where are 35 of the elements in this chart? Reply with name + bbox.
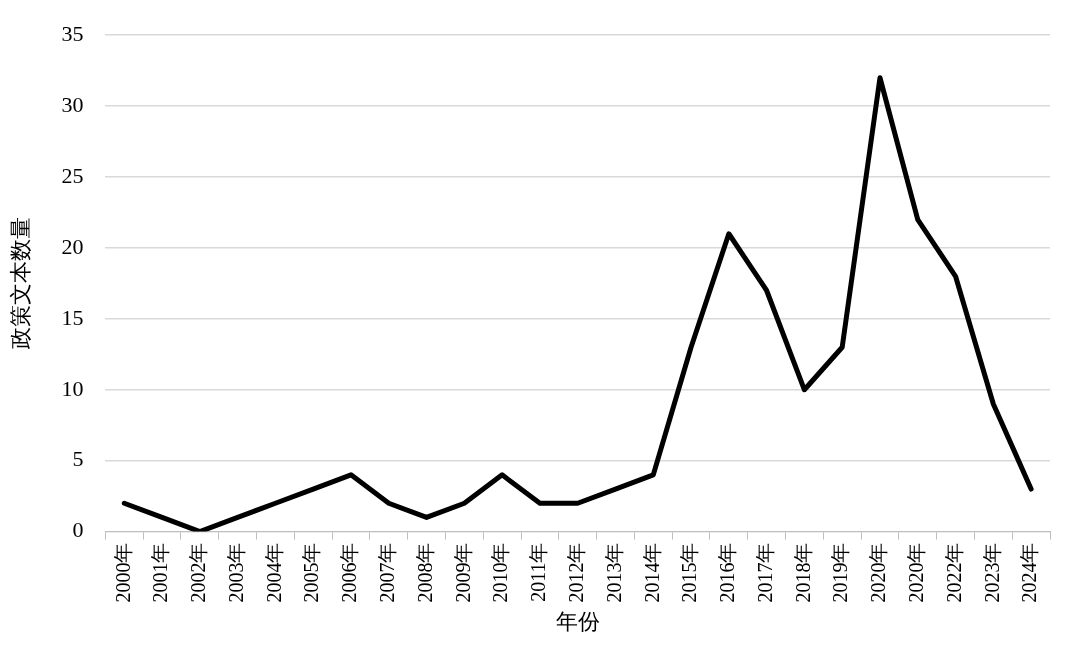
x-tick-label: 2024年 bbox=[1018, 542, 1041, 603]
y-tick-label: 20 bbox=[61, 233, 84, 259]
x-tick-label: 2000年 bbox=[111, 542, 134, 603]
x-tick-label: 2007年 bbox=[376, 542, 399, 603]
x-tick-label: 2023年 bbox=[980, 542, 1003, 603]
x-tick-label: 2010年 bbox=[489, 542, 512, 603]
x-tick-label: 2020年 bbox=[905, 542, 928, 603]
x-tick-label: 2015年 bbox=[678, 542, 701, 603]
x-tick-label: 2006年 bbox=[338, 542, 361, 603]
x-tick-label: 2019年 bbox=[829, 542, 852, 603]
y-tick-label: 5 bbox=[72, 446, 84, 472]
x-tick-label: 2012年 bbox=[564, 542, 587, 603]
y-tick-label: 30 bbox=[61, 91, 84, 117]
x-tick-label: 2016年 bbox=[716, 542, 739, 603]
x-tick-label: 2004年 bbox=[262, 542, 285, 603]
x-tick-label: 2011年 bbox=[527, 542, 550, 602]
y-axis-title: 政策文本数量 bbox=[7, 217, 33, 350]
y-tick-label: 25 bbox=[61, 162, 84, 188]
x-tick-label: 2002年 bbox=[187, 542, 210, 603]
x-tick-label: 2001年 bbox=[149, 542, 172, 603]
y-tick-label: 10 bbox=[61, 375, 84, 401]
x-tick-label: 2005年 bbox=[300, 542, 323, 603]
y-tick-label: 15 bbox=[61, 304, 84, 330]
y-tick-label: 0 bbox=[72, 517, 84, 543]
x-tick-label: 2022年 bbox=[942, 542, 965, 603]
x-axis-title: 年份 bbox=[555, 608, 600, 634]
x-tick-label: 2003年 bbox=[224, 542, 247, 603]
x-tick-label: 2013年 bbox=[602, 542, 625, 603]
x-tick-label: 2017年 bbox=[753, 542, 776, 603]
x-tick-label: 2020年 bbox=[867, 542, 890, 603]
x-tick-label: 2014年 bbox=[640, 542, 663, 603]
x-tick-label: 2008年 bbox=[413, 542, 436, 603]
x-tick-label: 2009年 bbox=[451, 542, 474, 603]
x-tick-label: 2018年 bbox=[791, 542, 814, 603]
y-tick-label: 35 bbox=[61, 20, 84, 46]
